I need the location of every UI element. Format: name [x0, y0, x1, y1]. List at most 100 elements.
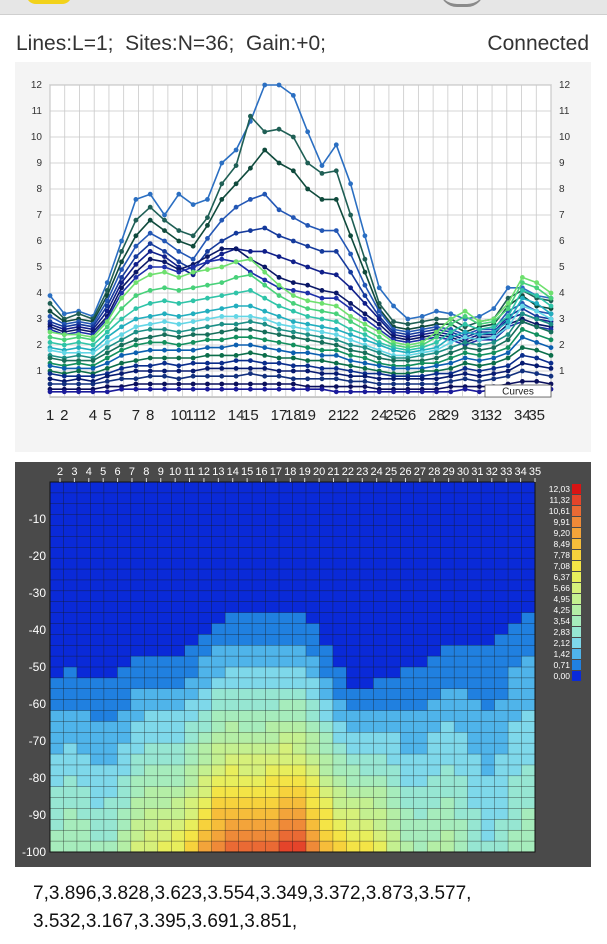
contour-cell	[225, 710, 240, 722]
data-point	[76, 334, 82, 340]
data-point	[348, 181, 353, 187]
contour-cell	[265, 492, 280, 505]
contour-cell	[386, 547, 401, 559]
contour-cell	[157, 514, 172, 527]
data-point	[162, 212, 167, 218]
contour-cell	[76, 525, 91, 537]
data-point	[219, 238, 225, 244]
x-tick-label: 26	[399, 466, 411, 478]
contour-cell	[157, 656, 172, 668]
contour-cell	[279, 688, 293, 701]
contour-cell	[440, 492, 455, 505]
data-point	[119, 249, 124, 254]
contour-cell	[305, 590, 320, 603]
contour-cell	[481, 699, 496, 712]
contour-cell	[454, 558, 469, 570]
contour-cell	[225, 514, 240, 527]
contour-cell	[440, 536, 455, 548]
contour-cell	[467, 612, 482, 624]
data-point	[462, 345, 468, 350]
contour-cell	[467, 830, 482, 842]
contour-cell	[76, 786, 91, 799]
contour-cell	[265, 688, 280, 701]
contour-cell	[103, 601, 118, 614]
contour-cell	[63, 732, 78, 744]
data-point	[190, 381, 196, 387]
data-point	[290, 324, 296, 330]
contour-cell	[252, 819, 267, 831]
contour-cell	[292, 721, 307, 733]
data-point	[248, 288, 253, 293]
data-point	[362, 327, 368, 332]
contour-cell	[454, 732, 469, 744]
contour-cell	[359, 688, 374, 701]
data-point	[319, 376, 325, 382]
data-point	[362, 316, 368, 322]
contour-cell	[373, 819, 388, 831]
data-point	[462, 340, 468, 345]
data-point	[119, 371, 124, 376]
contour-cell	[521, 819, 536, 831]
contour-cell	[184, 732, 199, 744]
data-point	[419, 376, 425, 382]
contour-cell	[130, 699, 145, 712]
contour-cell	[508, 558, 523, 570]
contour-cell	[225, 775, 240, 788]
contour-cell	[521, 699, 536, 712]
data-point	[176, 288, 182, 293]
contour-cell	[508, 525, 523, 537]
data-point	[534, 340, 540, 345]
data-point	[233, 358, 239, 363]
x-tick-label: 6	[115, 466, 121, 478]
data-point	[319, 295, 325, 301]
contour-cell	[103, 547, 118, 559]
contour-cell	[198, 492, 213, 505]
data-point	[519, 360, 525, 366]
refresh-icon[interactable]	[440, 0, 484, 7]
contour-cell	[386, 721, 401, 733]
contour-cell	[90, 808, 105, 820]
contour-cell	[332, 754, 347, 766]
contour-cell	[50, 677, 64, 690]
contour-cell	[332, 601, 347, 614]
contour-cell	[440, 710, 455, 722]
contour-cell	[211, 558, 226, 570]
data-point	[276, 160, 282, 166]
contour-cell	[225, 743, 240, 755]
x-tick-label: 15	[242, 407, 259, 424]
contour-cell	[50, 819, 64, 831]
contour-cell	[305, 754, 320, 766]
contour-cell	[184, 841, 199, 853]
contour-cell	[467, 699, 482, 712]
data-point	[262, 147, 268, 153]
contour-cell	[332, 786, 347, 799]
contour-cell	[413, 503, 428, 516]
contour-chart[interactable]: 2 3 4 5 6 7 8 9 10 11 12 13 14 15 16 17 18 19 20 21 22 23 24 25…	[15, 462, 591, 867]
contour-cell	[440, 841, 455, 853]
contour-cell	[386, 677, 401, 690]
y-tick-label: -40	[29, 623, 47, 637]
data-point	[348, 327, 353, 332]
data-point	[462, 376, 468, 382]
contour-cell	[103, 710, 118, 722]
data-point	[162, 381, 167, 387]
contour-cell	[117, 601, 132, 614]
contour-cell	[413, 645, 428, 657]
app-logo-icon[interactable]	[26, 0, 72, 4]
x-tick-label: 24	[371, 466, 383, 478]
data-point	[133, 324, 139, 330]
data-point	[47, 376, 53, 382]
contour-cell	[440, 634, 455, 646]
data-point	[119, 324, 124, 330]
data-point	[262, 316, 268, 322]
contour-cell	[265, 482, 280, 494]
contour-cell	[184, 492, 199, 505]
contour-cell	[130, 623, 145, 635]
data-point	[477, 321, 482, 327]
data-point	[133, 329, 139, 335]
contour-cell	[400, 525, 415, 537]
contour-cell	[130, 547, 145, 559]
contour-cell	[211, 514, 226, 527]
x-tick-label: 18	[284, 466, 296, 478]
